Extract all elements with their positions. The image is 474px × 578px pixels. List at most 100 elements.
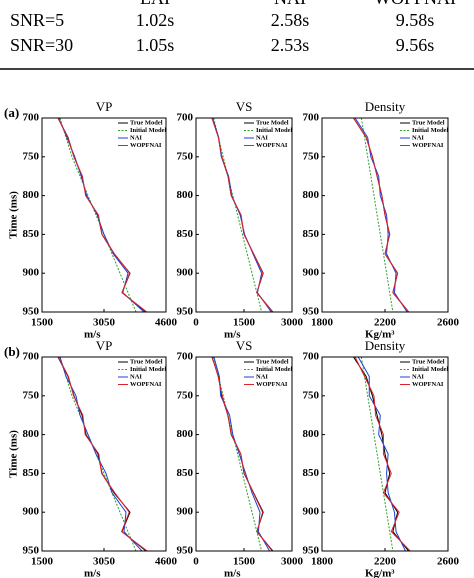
curve [353,117,410,313]
curve [213,356,263,552]
row-label: SNR=5 [10,10,64,30]
legend-label: NAI [130,134,142,141]
subplot-title: Density [365,99,406,114]
curve [360,356,394,552]
y-tick-label: 750 [177,389,194,401]
curve [211,356,273,552]
legend-label: True Model [412,358,445,365]
y-tick-label: 700 [303,351,320,363]
x-tick-label: 2600 [437,317,460,329]
x-tick-label: 4600 [155,317,178,329]
legend-label: WOPFNAI [256,142,288,149]
x-tick-label: 1500 [31,317,54,329]
x-tick-label: 1500 [233,317,256,329]
x-tick-label: 2200 [374,317,397,329]
legend-label: True Model [130,119,163,126]
unit-label: m/s [84,329,101,341]
legend-label: Initial Model [130,366,166,373]
y-tick-label: 850 [303,467,320,479]
y-tick-label: 950 [23,545,40,557]
y-tick-label: 950 [303,545,320,557]
y-tick-label: 700 [23,351,40,363]
legend-label: True Model [256,358,289,365]
x-tick-label: 1800 [311,556,334,568]
y-tick-label: 900 [303,506,320,518]
unit-label: m/s [224,568,241,578]
panel-label: (a) [4,105,19,120]
legend-label: NAI [130,373,142,380]
curve [213,356,271,552]
y-tick-label: 950 [177,545,194,557]
curve [357,356,406,552]
legend-label: WOPFNAI [412,142,444,149]
curve [354,356,411,552]
plot-frame [195,117,293,313]
time-axis-label: Time (ms) [8,430,20,478]
y-tick-label: 900 [23,506,40,518]
x-tick-label: 2600 [437,556,460,568]
y-tick-label: 850 [23,228,40,240]
unit-label: m/s [84,568,101,578]
curve [353,356,410,552]
panel-label: (b) [4,344,20,359]
curve [57,117,148,313]
table-cell: 2.53s [271,35,310,55]
table-cell: 9.58s [396,10,435,30]
legend-label: Initial Model [130,127,166,134]
legend-label: NAI [412,373,424,380]
x-tick-label: 2200 [374,556,397,568]
x-tick-label: 4600 [155,556,178,568]
y-tick-label: 700 [303,112,320,124]
curve [211,117,273,313]
y-tick-label: 900 [177,267,194,279]
y-tick-label: 750 [23,389,40,401]
plot-frame [321,117,449,313]
subplot-title: VS [236,338,253,353]
legend-label: True Model [412,119,445,126]
x-tick-label: 1500 [31,556,54,568]
plot-frame [41,356,167,552]
legend-label: NAI [412,134,424,141]
y-tick-label: 850 [303,228,320,240]
legend-label: WOPFNAI [256,381,288,388]
plot-frame [41,117,167,313]
y-tick-label: 950 [177,306,194,318]
y-tick-label: 800 [303,428,320,440]
legend-label: Initial Model [256,127,292,134]
subplot-title: Density [365,338,406,353]
x-tick-label: 3050 [93,317,116,329]
y-tick-label: 700 [177,112,194,124]
curve [360,117,394,313]
table-header: WOPFNAI [374,0,456,8]
time-axis-label: Time (ms) [8,191,20,239]
table-cell: 2.58s [271,10,310,30]
legend-label: WOPFNAI [412,381,444,388]
plot-frame [195,356,293,552]
legend-label: NAI [256,134,268,141]
y-tick-label: 900 [177,506,194,518]
x-tick-label: 0 [193,556,199,568]
legend-label: True Model [130,358,163,365]
unit-label: Kg/m³ [365,568,395,578]
curve [353,117,410,313]
y-tick-label: 750 [177,150,194,162]
table-cell: 1.02s [136,10,175,30]
y-tick-label: 900 [303,267,320,279]
curve [59,356,143,552]
y-tick-label: 850 [177,228,194,240]
row-label: SNR=30 [10,35,73,55]
y-tick-label: 800 [23,428,40,440]
legend-label: Initial Model [256,366,292,373]
y-tick-label: 800 [23,189,40,201]
y-tick-label: 750 [303,389,320,401]
y-tick-label: 900 [23,267,40,279]
y-tick-label: 750 [23,150,40,162]
y-tick-label: 800 [303,189,320,201]
legend-label: WOPFNAI [130,381,162,388]
table-cell: 9.56s [396,35,435,55]
curve [213,117,263,313]
y-tick-label: 700 [23,112,40,124]
y-tick-label: 950 [23,306,40,318]
legend-label: True Model [256,119,289,126]
